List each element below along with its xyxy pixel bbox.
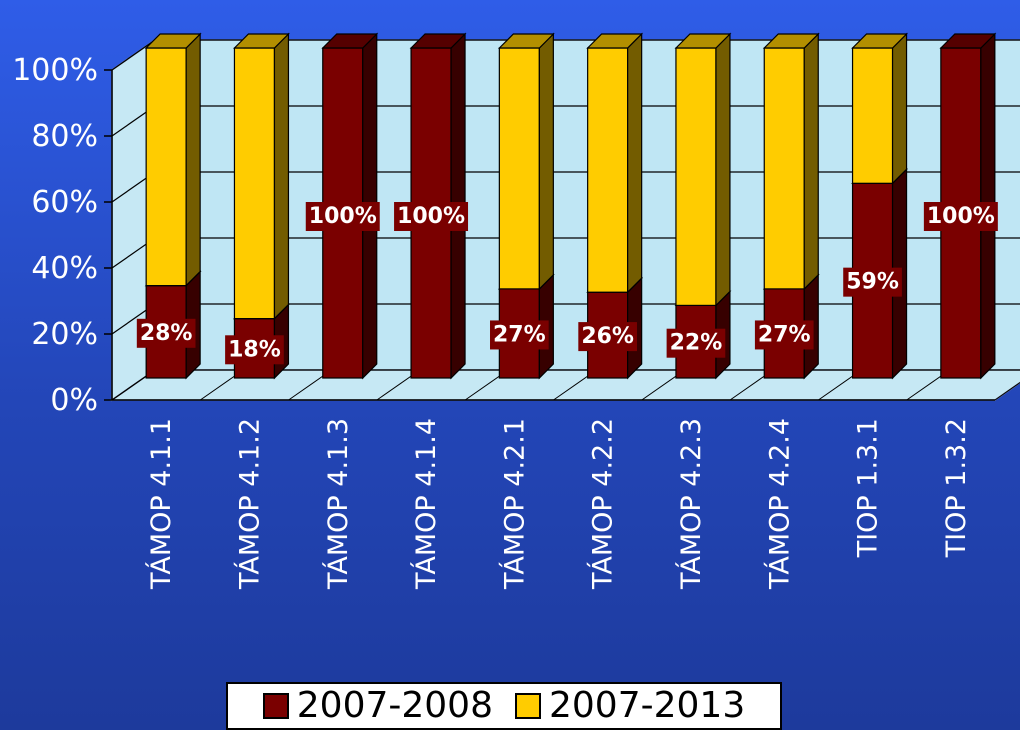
x-tick-label: TIOP 1.3.1 xyxy=(853,418,884,558)
x-tick-label: TÁMOP 4.1.1 xyxy=(145,418,177,590)
data-label-background xyxy=(490,320,549,350)
y-axis: 0% 20% 40% 60% 80% 100% xyxy=(12,53,113,418)
bar-top xyxy=(409,33,467,49)
y-tick-label: 60% xyxy=(31,185,98,220)
data-label-background xyxy=(578,322,637,352)
chart-data-labels: 28% 18% 100% 100% 27% 26% 22% 27% 59% 100% xyxy=(136,202,998,365)
data-label-background xyxy=(843,267,902,297)
y-tick-label: 100% xyxy=(12,53,98,88)
legend-label: 2007-2008 xyxy=(296,685,493,726)
bar-top xyxy=(497,33,555,49)
x-tick-label: TÁMOP 4.2.4 xyxy=(763,418,795,590)
data-label: 28% xyxy=(140,321,193,346)
data-label: 100% xyxy=(397,204,465,229)
data-label-background xyxy=(754,320,814,350)
legend-label: 2007-2013 xyxy=(549,685,746,726)
bar-front xyxy=(763,47,805,290)
data-label: 59% xyxy=(846,270,899,295)
bar-segment-2007-2013-TÁMOP 4.1.1 xyxy=(144,32,202,288)
legend-swatch-2007-2008 xyxy=(262,693,289,719)
bar-front xyxy=(233,47,276,320)
y-tick-label: 80% xyxy=(31,119,98,154)
bar-side xyxy=(891,32,908,185)
legend-item-2007-2008: 2007-2008 xyxy=(262,685,493,726)
legend-swatch-2007-2013 xyxy=(515,693,541,719)
data-label-background xyxy=(923,202,998,231)
bar-top xyxy=(144,33,202,49)
data-label: 100% xyxy=(309,204,377,229)
x-tick-label: TÁMOP 4.2.1 xyxy=(498,418,530,590)
data-label: 27% xyxy=(493,322,546,347)
bar-top xyxy=(851,33,908,49)
data-label-background xyxy=(136,318,196,348)
gridline-floor xyxy=(994,381,1020,401)
y-tick-label: 0% xyxy=(50,383,98,418)
x-tick-label: TÁMOP 4.1.3 xyxy=(322,418,354,590)
x-tick-label: TÁMOP 4.2.3 xyxy=(675,418,707,590)
bar-front xyxy=(587,47,629,293)
bar-segment-2007-2013-TÁMOP 4.2.2 xyxy=(586,32,644,294)
bar-top xyxy=(762,33,820,49)
chart-legend: 2007-2008 2007-2013 xyxy=(226,682,782,730)
data-label-background xyxy=(666,328,726,358)
bar-segment-2007-2013-TÁMOP 4.2.1 xyxy=(497,32,555,291)
data-label-background xyxy=(225,335,284,365)
data-label-background xyxy=(305,202,380,231)
bar-front xyxy=(851,47,894,184)
x-tick-label: TIOP 1.3.2 xyxy=(941,418,972,558)
data-label: 22% xyxy=(670,331,723,356)
bar-side xyxy=(803,32,819,291)
bar-side xyxy=(627,32,643,294)
bar-front xyxy=(498,47,540,290)
x-tick-label: TÁMOP 4.1.2 xyxy=(233,418,265,590)
bar-top xyxy=(674,33,732,49)
data-label-background xyxy=(394,202,469,231)
bar-segment-2007-2013-TÁMOP 4.1.2 xyxy=(233,32,290,321)
bar-side xyxy=(715,32,731,307)
x-axis: TÁMOP 4.1.1 TÁMOP 4.1.2 TÁMOP 4.1.3 TÁMOP 4… xyxy=(112,399,995,590)
bar-top xyxy=(939,33,997,49)
bar-side xyxy=(185,32,201,288)
bar-front xyxy=(675,47,717,306)
bar-segment-2007-2013-TIOP 1.3.1 xyxy=(851,32,908,185)
x-tick-label: TÁMOP 4.1.4 xyxy=(410,418,442,590)
data-label: 100% xyxy=(927,204,995,229)
bar-side xyxy=(273,32,290,321)
bar-side xyxy=(538,32,554,291)
data-label: 26% xyxy=(581,324,634,349)
stacked-bar-chart: 28% 18% 100% 100% 27% 26% 22% 27% 59% 100% 0% 20% 4… xyxy=(12,32,1020,590)
data-label: 18% xyxy=(228,337,281,362)
bar-segment-2007-2013-TÁMOP 4.2.4 xyxy=(762,32,820,291)
data-label: 27% xyxy=(758,322,811,347)
y-tick-label: 40% xyxy=(31,251,98,286)
bar-segment-2007-2013-TÁMOP 4.2.3 xyxy=(674,32,732,307)
x-tick-label: TÁMOP 4.2.2 xyxy=(587,418,619,590)
bar-front xyxy=(145,47,187,287)
bar-top xyxy=(233,33,290,49)
legend-item-2007-2013: 2007-2013 xyxy=(515,688,745,724)
bar-top xyxy=(321,33,379,49)
y-tick-label: 20% xyxy=(31,317,98,352)
bar-top xyxy=(586,33,644,49)
gridline-side xyxy=(111,39,156,71)
